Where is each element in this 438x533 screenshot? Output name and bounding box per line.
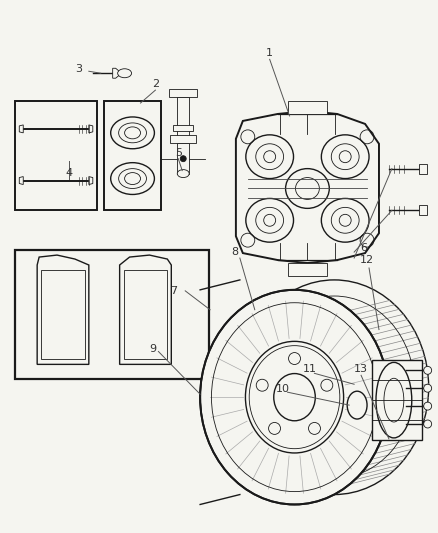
Polygon shape <box>113 68 119 78</box>
Ellipse shape <box>246 135 293 179</box>
Ellipse shape <box>424 420 431 428</box>
Text: 10: 10 <box>276 384 290 394</box>
Polygon shape <box>173 125 193 131</box>
Text: 13: 13 <box>354 365 368 374</box>
Ellipse shape <box>111 163 155 195</box>
Ellipse shape <box>289 352 300 365</box>
Ellipse shape <box>200 290 389 504</box>
Text: 8: 8 <box>231 247 238 257</box>
Ellipse shape <box>177 169 189 177</box>
Ellipse shape <box>321 198 369 242</box>
Polygon shape <box>89 176 93 184</box>
Ellipse shape <box>321 379 333 391</box>
Ellipse shape <box>424 366 431 374</box>
Text: 6: 6 <box>360 243 367 253</box>
Polygon shape <box>419 205 427 215</box>
Ellipse shape <box>240 280 429 495</box>
Text: 2: 2 <box>152 79 159 89</box>
Ellipse shape <box>424 402 431 410</box>
Polygon shape <box>19 125 23 133</box>
Ellipse shape <box>256 379 268 391</box>
Ellipse shape <box>424 384 431 392</box>
Bar <box>104 101 161 211</box>
Ellipse shape <box>308 423 321 434</box>
Text: 4: 4 <box>65 167 73 177</box>
Text: 11: 11 <box>302 365 316 374</box>
Polygon shape <box>236 111 379 263</box>
Text: 1: 1 <box>266 49 273 58</box>
Ellipse shape <box>180 156 186 161</box>
Polygon shape <box>37 255 89 365</box>
Polygon shape <box>177 143 189 174</box>
Polygon shape <box>19 176 23 184</box>
Ellipse shape <box>376 362 412 438</box>
Text: 3: 3 <box>75 64 82 74</box>
Ellipse shape <box>286 168 329 208</box>
Ellipse shape <box>111 117 155 149</box>
Ellipse shape <box>246 198 293 242</box>
Polygon shape <box>288 101 327 114</box>
Ellipse shape <box>118 69 131 78</box>
Polygon shape <box>288 263 327 276</box>
Bar <box>15 101 97 211</box>
Bar <box>372 360 422 440</box>
Text: 5: 5 <box>175 148 182 158</box>
Ellipse shape <box>347 391 367 419</box>
Polygon shape <box>120 255 171 365</box>
Ellipse shape <box>321 135 369 179</box>
Ellipse shape <box>245 341 343 453</box>
Ellipse shape <box>268 423 280 434</box>
Polygon shape <box>89 125 93 133</box>
Ellipse shape <box>274 374 315 421</box>
Bar <box>15 250 209 379</box>
Text: 7: 7 <box>170 286 177 296</box>
Text: 12: 12 <box>360 255 374 265</box>
Polygon shape <box>170 89 197 97</box>
Polygon shape <box>177 97 189 139</box>
Polygon shape <box>170 135 196 143</box>
Polygon shape <box>419 164 427 174</box>
Text: 9: 9 <box>149 344 156 354</box>
